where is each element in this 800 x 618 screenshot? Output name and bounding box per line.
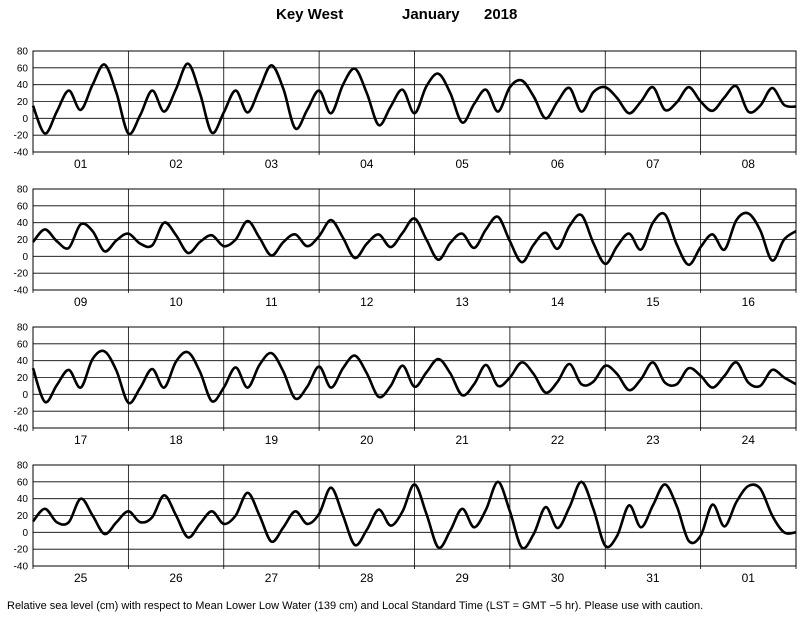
tide-series-line xyxy=(31,211,797,267)
y-tick-label: -20 xyxy=(14,131,29,142)
day-label: 07 xyxy=(646,157,660,171)
y-tick-label: -20 xyxy=(14,407,29,418)
y-tick-label: 60 xyxy=(17,339,29,350)
y-tick-label: 0 xyxy=(22,252,28,263)
tide-series-line xyxy=(31,62,797,136)
tide-series-line xyxy=(31,480,797,550)
day-label: 09 xyxy=(74,295,88,309)
y-tick-label: 0 xyxy=(22,114,28,125)
day-label: 17 xyxy=(74,433,88,447)
day-label: 01 xyxy=(742,571,756,585)
y-tick-label: 0 xyxy=(22,390,28,401)
y-tick-label: 80 xyxy=(17,323,29,334)
y-tick-label: 0 xyxy=(22,528,28,539)
day-label: 23 xyxy=(646,433,660,447)
day-label: 26 xyxy=(169,571,183,585)
y-tick-label: 40 xyxy=(17,494,29,505)
day-label: 03 xyxy=(265,157,279,171)
y-tick-label: -40 xyxy=(14,424,29,435)
day-label: 25 xyxy=(74,571,88,585)
day-label: 18 xyxy=(169,433,183,447)
year-title: 2018 xyxy=(484,6,518,23)
month-title: January xyxy=(402,6,460,23)
y-tick-label: -20 xyxy=(14,269,29,280)
day-label: 16 xyxy=(742,295,756,309)
day-label: 19 xyxy=(265,433,279,447)
day-label: 11 xyxy=(265,295,278,309)
day-label: 29 xyxy=(456,571,470,585)
day-label: 30 xyxy=(551,571,565,585)
day-label: 20 xyxy=(360,433,374,447)
y-tick-label: -40 xyxy=(14,562,29,573)
y-tick-label: 60 xyxy=(17,63,29,74)
y-tick-label: 60 xyxy=(17,477,29,488)
y-tick-label: 40 xyxy=(17,218,29,229)
day-label: 22 xyxy=(551,433,565,447)
y-tick-label: 80 xyxy=(17,47,29,58)
y-tick-label: 40 xyxy=(17,356,29,367)
y-tick-label: 40 xyxy=(17,80,29,91)
y-tick-label: 80 xyxy=(17,461,29,472)
y-tick-label: 20 xyxy=(17,97,29,108)
plot-frame xyxy=(32,50,797,153)
day-label: 15 xyxy=(646,295,660,309)
day-label: 14 xyxy=(551,295,565,309)
plot-frame xyxy=(32,188,797,291)
day-label: 02 xyxy=(169,157,183,171)
day-label: 06 xyxy=(551,157,565,171)
y-tick-label: 20 xyxy=(17,511,29,522)
day-label: 01 xyxy=(74,157,88,171)
day-label: 28 xyxy=(360,571,374,585)
y-tick-label: -20 xyxy=(14,545,29,556)
day-label: 27 xyxy=(265,571,279,585)
y-tick-label: 20 xyxy=(17,373,29,384)
y-tick-label: -40 xyxy=(14,148,29,159)
day-label: 10 xyxy=(169,295,183,309)
day-label: 05 xyxy=(456,157,470,171)
station-title: Key West xyxy=(276,6,344,23)
y-tick-label: -40 xyxy=(14,286,29,297)
day-label: 31 xyxy=(646,571,660,585)
day-label: 12 xyxy=(360,295,374,309)
day-label: 08 xyxy=(742,157,756,171)
plot-frame xyxy=(32,464,797,567)
day-label: 04 xyxy=(360,157,374,171)
y-tick-label: 20 xyxy=(17,235,29,246)
y-tick-label: 80 xyxy=(17,185,29,196)
day-label: 13 xyxy=(456,295,470,309)
footnote: Relative sea level (cm) with respect to … xyxy=(7,600,704,612)
day-label: 24 xyxy=(742,433,756,447)
day-label: 21 xyxy=(456,433,470,447)
y-tick-label: 60 xyxy=(17,201,29,212)
plot-frame xyxy=(32,326,797,429)
tide-series-line xyxy=(31,349,797,405)
